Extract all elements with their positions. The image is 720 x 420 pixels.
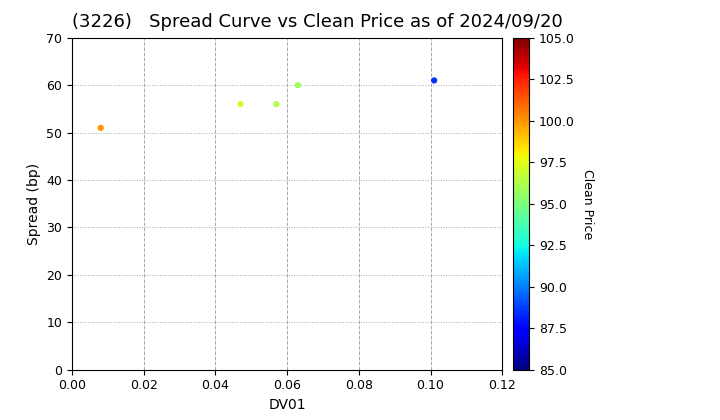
Point xyxy=(271,101,282,108)
Point xyxy=(292,82,304,89)
Point xyxy=(95,124,107,131)
Text: (3226)   Spread Curve vs Clean Price as of 2024/09/20: (3226) Spread Curve vs Clean Price as of… xyxy=(72,13,563,31)
Y-axis label: Spread (bp): Spread (bp) xyxy=(27,163,41,245)
Point xyxy=(428,77,440,84)
X-axis label: DV01: DV01 xyxy=(269,398,306,412)
Point xyxy=(235,101,246,108)
Y-axis label: Clean Price: Clean Price xyxy=(581,168,594,239)
